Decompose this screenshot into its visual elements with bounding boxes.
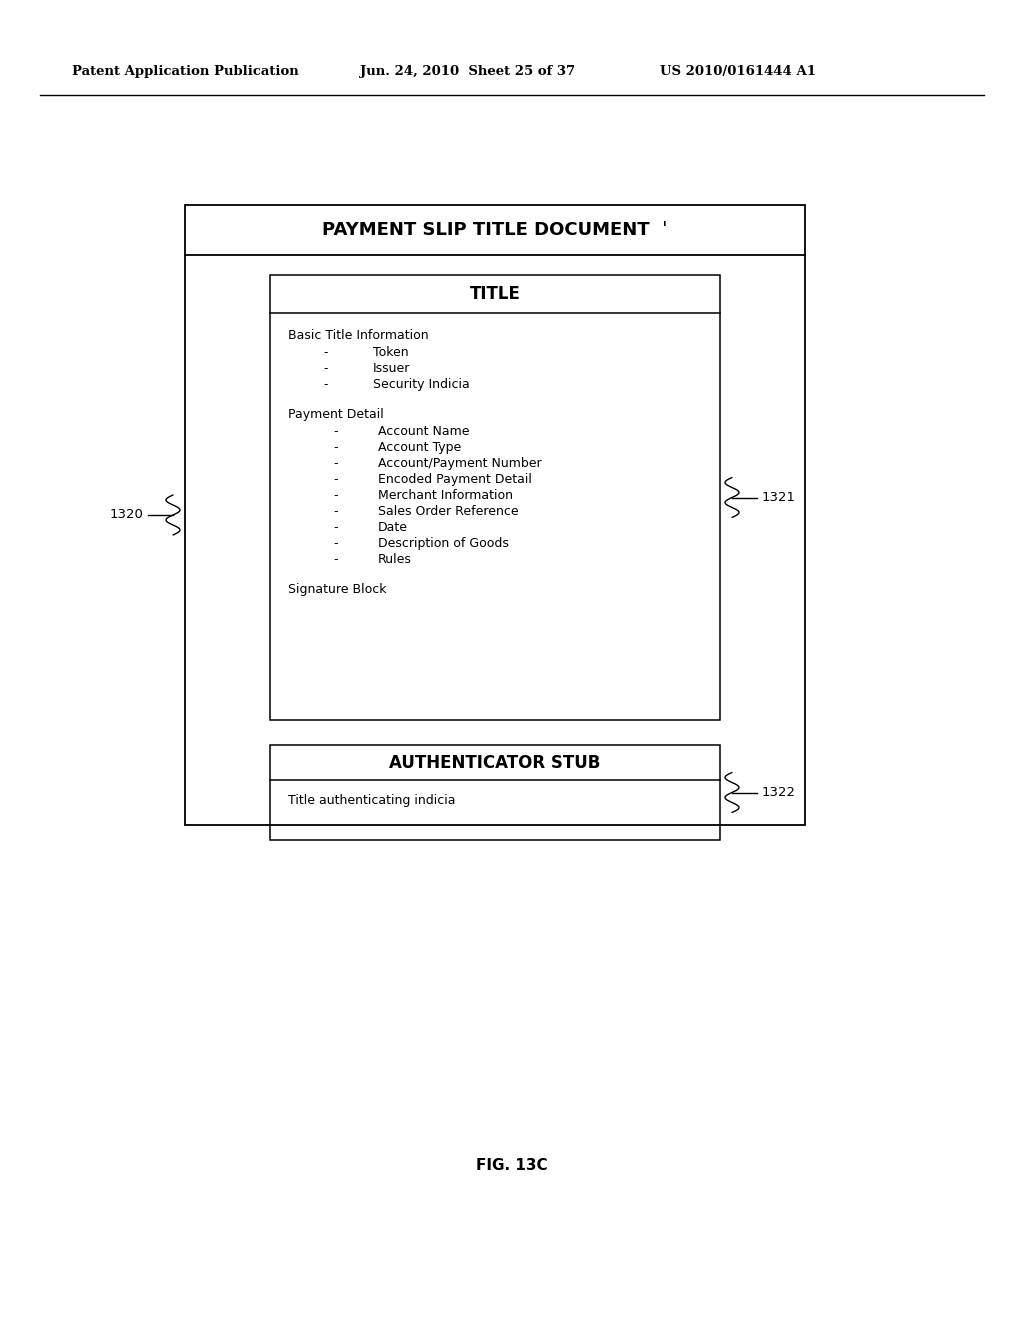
Text: Account Name: Account Name	[378, 425, 469, 438]
Text: US 2010/0161444 A1: US 2010/0161444 A1	[660, 66, 816, 78]
Text: Date: Date	[378, 521, 408, 535]
Bar	[270, 744, 720, 840]
Text: Title authenticating indicia: Title authenticating indicia	[288, 795, 456, 807]
Text: -: -	[324, 378, 329, 391]
Text: -: -	[334, 473, 338, 486]
Text: AUTHENTICATOR STUB: AUTHENTICATOR STUB	[389, 754, 601, 771]
Text: -: -	[324, 346, 329, 359]
Text: Signature Block: Signature Block	[288, 583, 386, 597]
Text: -: -	[334, 488, 338, 502]
Text: Issuer: Issuer	[373, 362, 411, 375]
Text: -: -	[334, 457, 338, 470]
Text: Description of Goods: Description of Goods	[378, 537, 509, 550]
Text: -: -	[334, 441, 338, 454]
Text: 1321: 1321	[762, 491, 796, 504]
Text: Sales Order Reference: Sales Order Reference	[378, 506, 518, 517]
Text: Encoded Payment Detail: Encoded Payment Detail	[378, 473, 531, 486]
Text: -: -	[334, 425, 338, 438]
Text: 1322: 1322	[762, 785, 796, 799]
Text: Jun. 24, 2010  Sheet 25 of 37: Jun. 24, 2010 Sheet 25 of 37	[360, 66, 575, 78]
Text: Account Type: Account Type	[378, 441, 461, 454]
Text: FIG. 13C: FIG. 13C	[476, 1158, 548, 1172]
Text: -: -	[334, 537, 338, 550]
Text: TITLE: TITLE	[470, 285, 520, 304]
Text: -: -	[324, 362, 329, 375]
Text: Patent Application Publication: Patent Application Publication	[72, 66, 299, 78]
Text: Token: Token	[373, 346, 409, 359]
Text: -: -	[334, 553, 338, 566]
Text: -: -	[334, 506, 338, 517]
Text: PAYMENT SLIP TITLE DOCUMENT  ˈ: PAYMENT SLIP TITLE DOCUMENT ˈ	[323, 220, 668, 239]
Text: Payment Detail: Payment Detail	[288, 408, 384, 421]
Text: Basic Title Information: Basic Title Information	[288, 329, 429, 342]
Text: Security Indicia: Security Indicia	[373, 378, 470, 391]
Text: -: -	[334, 521, 338, 535]
Text: 1320: 1320	[110, 508, 143, 521]
Text: Merchant Information: Merchant Information	[378, 488, 513, 502]
Text: Rules: Rules	[378, 553, 412, 566]
Bar	[270, 275, 720, 719]
Text: Account/Payment Number: Account/Payment Number	[378, 457, 542, 470]
Bar	[185, 205, 805, 825]
